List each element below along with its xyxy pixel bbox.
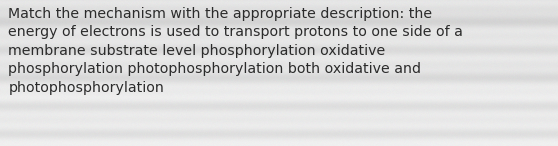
Text: Match the mechanism with the appropriate description: the
energy of electrons is: Match the mechanism with the appropriate…: [8, 7, 463, 95]
